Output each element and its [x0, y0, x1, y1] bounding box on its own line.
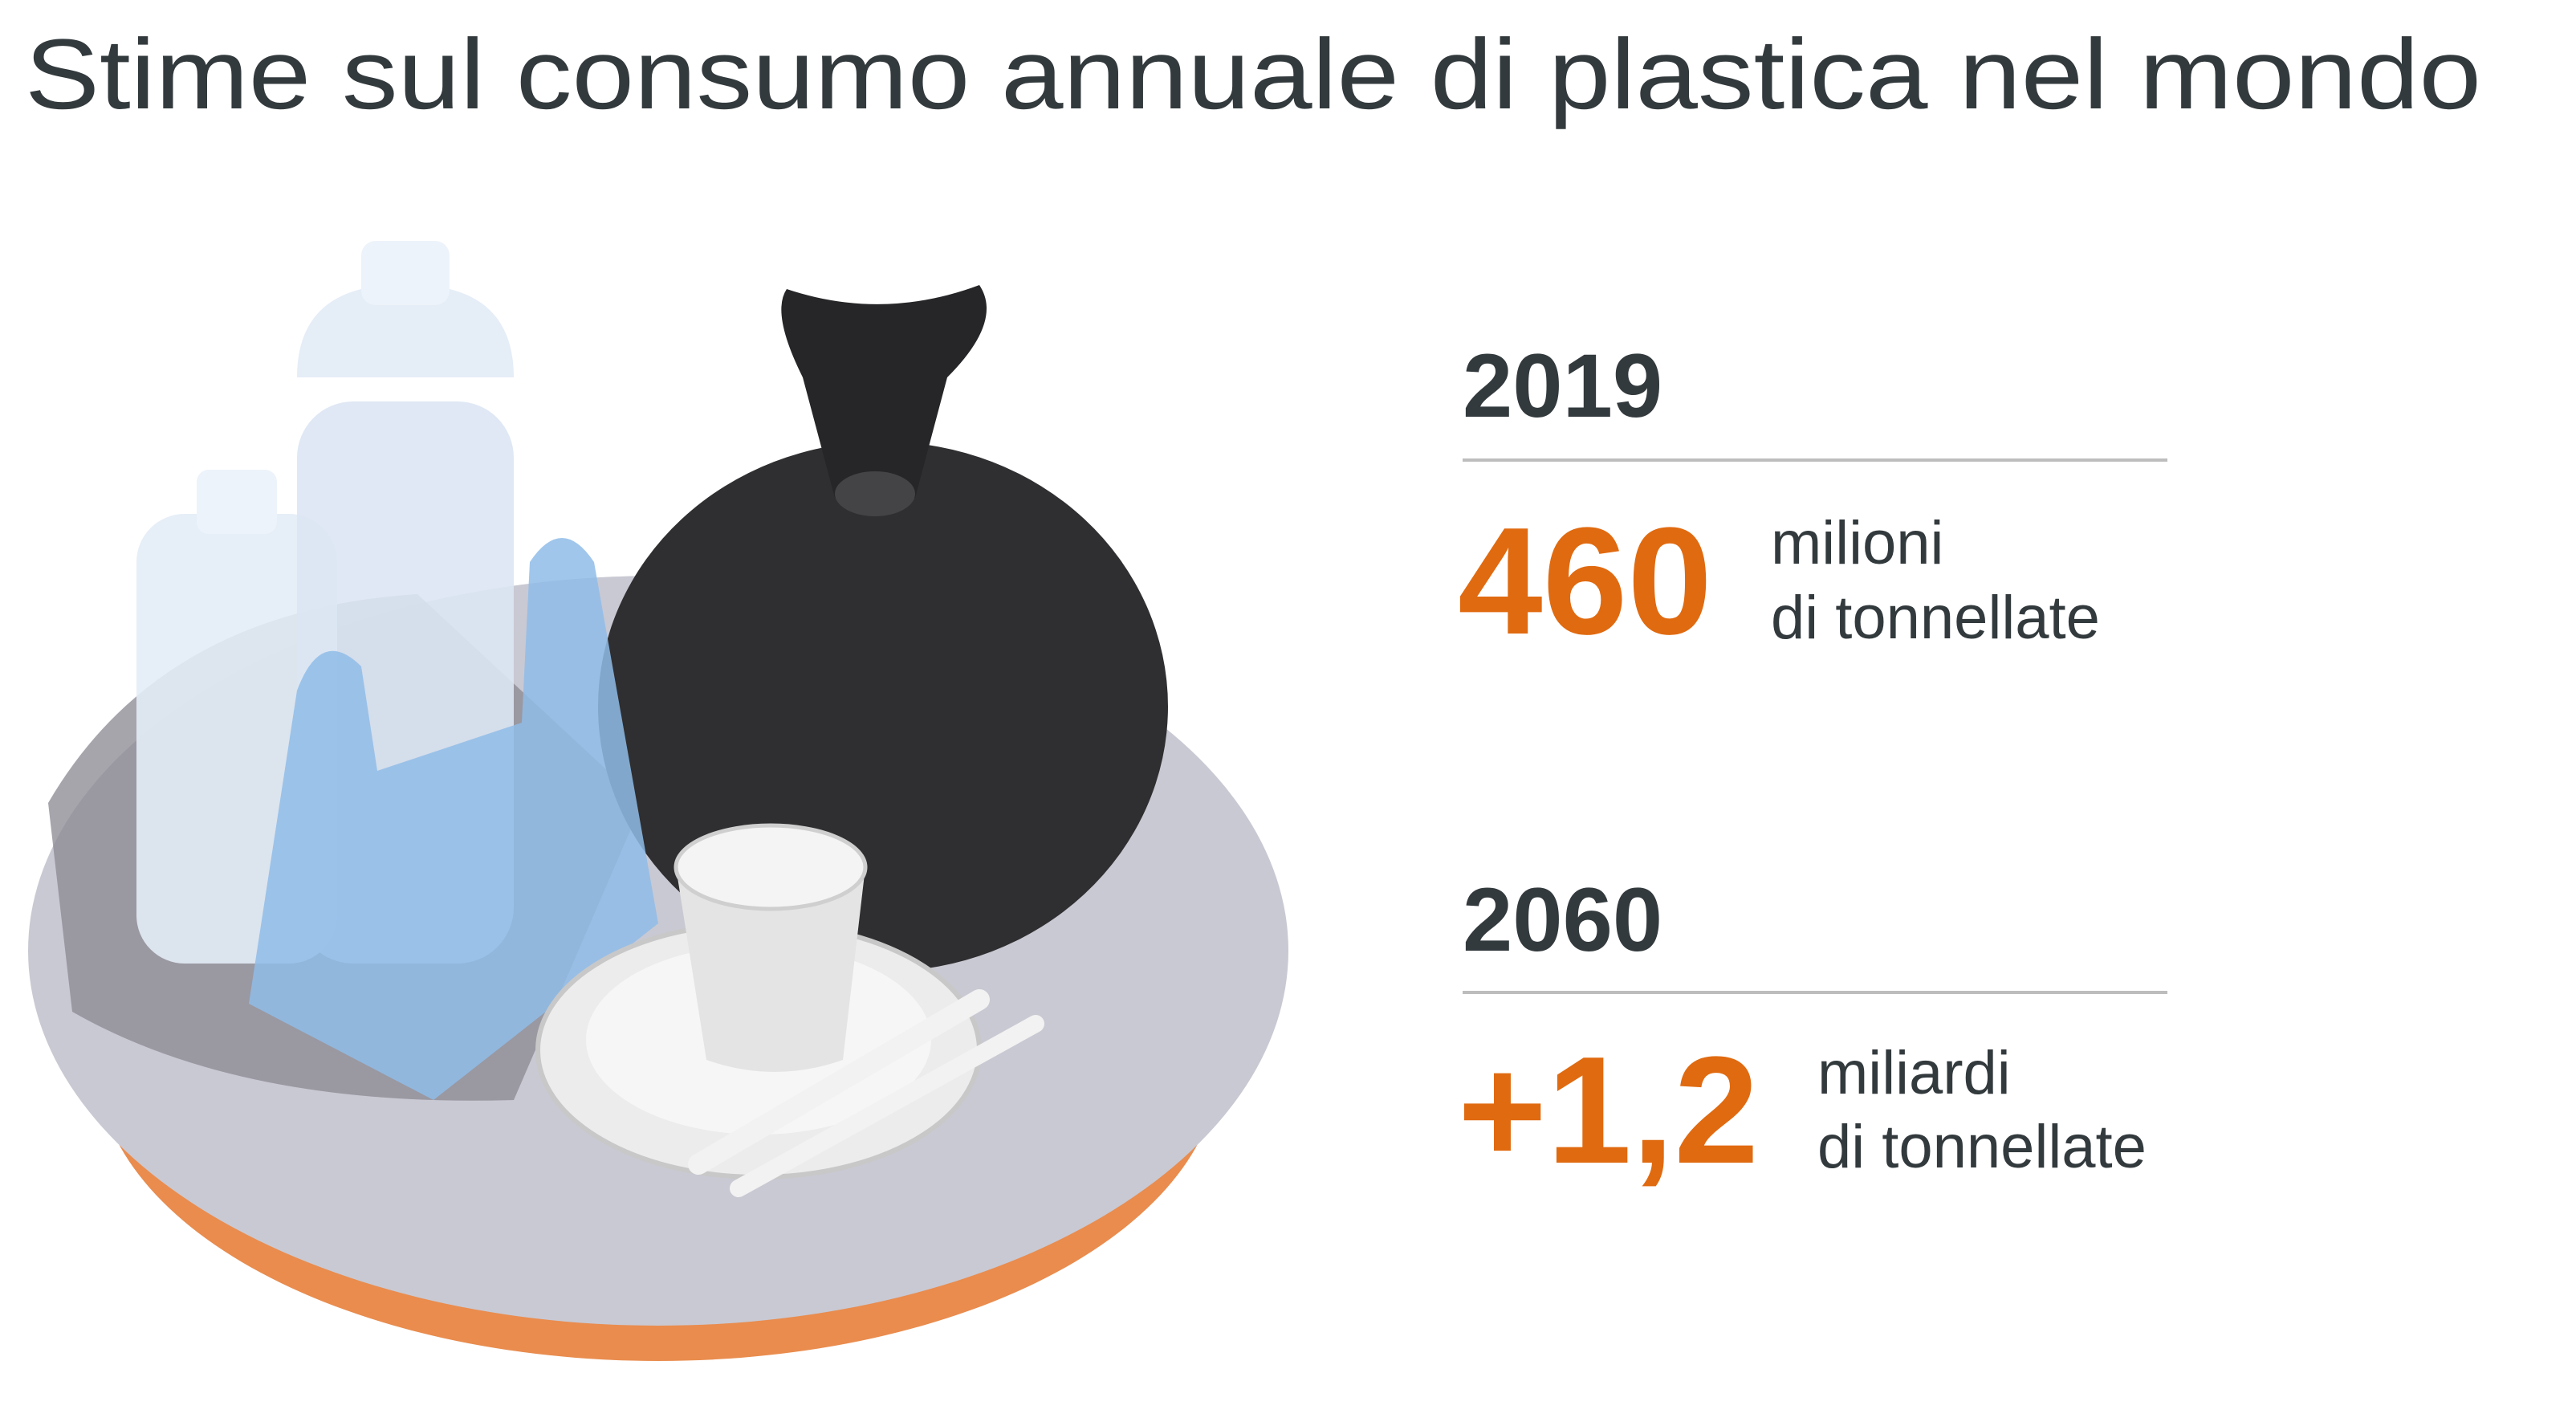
value: 460 — [1458, 496, 1712, 666]
unit-line: milioni — [1771, 509, 1943, 577]
stat-2060: 2060 +1,2 miliardi di tonnellate — [1458, 870, 2167, 1196]
title: Stime sul consumo annuale di plastica ne… — [25, 19, 2481, 130]
unit-line: di tonnellate — [1771, 584, 2100, 652]
unit-line: miliardi — [1817, 1039, 2011, 1107]
value: +1,2 — [1458, 1025, 1759, 1196]
year: 2060 — [1463, 870, 1662, 970]
unit-line: di tonnellate — [1817, 1113, 2147, 1181]
illustration — [28, 241, 1288, 1361]
year: 2019 — [1463, 336, 1662, 436]
stat-2019: 2019 460 milioni di tonnellate — [1458, 336, 2167, 666]
